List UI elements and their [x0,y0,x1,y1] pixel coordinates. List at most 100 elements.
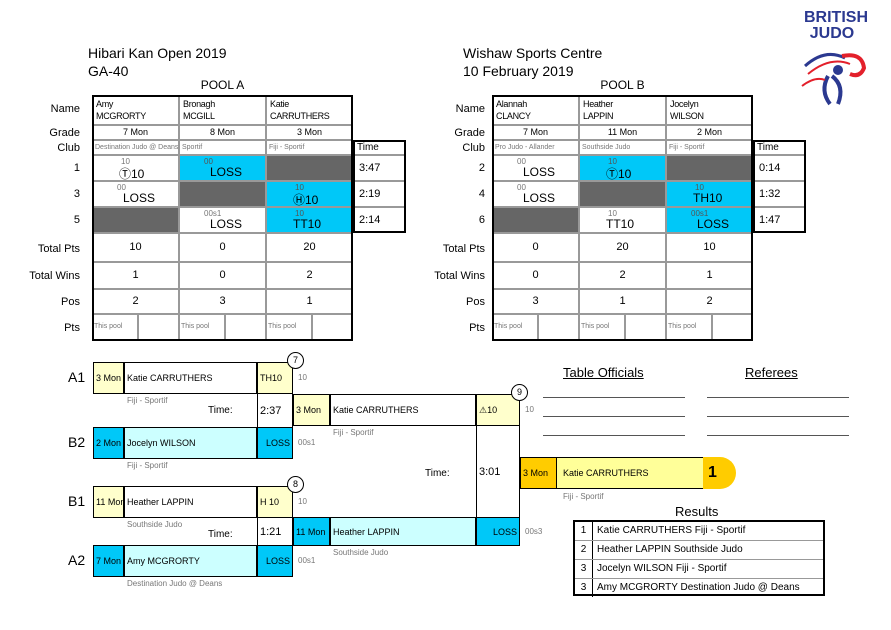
this-pool-pts-label: This pool [179,314,225,341]
entry-score: LOSS [257,545,293,577]
bout-result: LOSS [123,191,156,205]
bout-score-cell[interactable]: 00s1 LOSS [666,207,753,233]
bout-number: 4 [478,188,485,200]
bout-score-small: 10 [295,209,304,218]
bout-score-small: 00 [204,157,213,166]
bout-score-cell[interactable]: 10 TT10 [266,207,353,233]
row-label-total_wins: Total Wins [434,270,485,282]
referees-heading: Referees [745,365,798,380]
player-pos: 1 [579,289,666,314]
player-total-pts: 0 [179,233,266,262]
bout-score-cell[interactable]: 10 TH10 [666,181,753,207]
british-judo-logo: BRITISH JUDO [800,10,880,110]
entry-grade: 11 Mon [293,517,330,546]
bout-score-cell[interactable] [179,181,266,207]
table-official-line-1[interactable] [543,397,685,398]
entry-name[interactable]: Jocelyn WILSON [124,427,257,459]
entry-club: Southside Judo [127,520,183,529]
table-official-line-2[interactable] [543,416,685,417]
entry-grade: 7 Mon [93,545,124,577]
entry-side-score: 00s1 [298,556,316,565]
pool-title: POOL A [200,78,245,92]
bout-result: TH10 [693,191,723,205]
bout-score-cell[interactable] [492,207,579,233]
results-row: 1 Katie CARRUTHERS Fiji - Sportif [575,522,823,541]
player-club: Pro Judo - Allander [492,140,579,155]
player-last-name: MCGILL [183,111,215,121]
bout-number: 1 [73,162,80,174]
referee-line-2[interactable] [707,416,849,417]
match-time: 2:37 [257,394,293,427]
entry-name[interactable]: Amy MCGRORTY [124,545,257,577]
category: GA-40 [88,63,129,79]
entry-side-score: 00s1 [298,438,316,447]
result-place: 3 [575,560,593,578]
bout-score-cell[interactable]: 10 Ⓣ10 [579,155,666,181]
player-name-cell: Katie CARRUTHERS [266,95,353,125]
match-number-badge: 9 [511,384,528,401]
player-pos: 3 [492,289,579,314]
table-official-line-3[interactable] [543,435,685,436]
winner-name: Katie CARRUTHERS [556,457,704,489]
time-label: Time: [208,405,233,416]
entry-name[interactable]: Heather LAPPIN [330,517,476,546]
bout-score-cell[interactable] [266,155,353,181]
pool-pts-input[interactable] [625,314,666,341]
entry-name[interactable]: Heather LAPPIN [124,486,257,518]
pool-pts-input[interactable] [138,314,179,341]
result-place: 3 [575,579,593,597]
event-title: Hibari Kan Open 2019 [88,45,227,61]
row-label-club: Club [462,142,485,154]
player-pos: 2 [92,289,179,314]
pool-pts-input[interactable] [225,314,266,341]
bout-score-cell[interactable] [666,155,753,181]
referee-line-1[interactable] [707,397,849,398]
match-number-badge: 7 [287,352,304,369]
player-total-wins: 0 [179,262,266,289]
result-text: Amy MCGRORTY Destination Judo @ Deans [597,582,800,593]
match-time: 1:21 [257,518,293,545]
player-first-name: Amy [96,99,114,109]
player-total-wins: 0 [492,262,579,289]
seed-label: B1 [68,493,86,509]
results-row: 3 Jocelyn WILSON Fiji - Sportif [575,560,823,579]
bout-result: TT10 [293,217,322,231]
pool-pts-input[interactable] [538,314,579,341]
time-label: Time: [208,529,233,540]
pool-pts-input[interactable] [712,314,753,341]
bout-score-cell[interactable]: 00 LOSS [179,155,266,181]
row-label-club: Club [57,142,80,154]
bout-time: 1:32 [753,181,806,207]
bout-score-cell[interactable]: 10 Ⓗ10 [266,181,353,207]
bout-result: LOSS [210,217,243,231]
pool-pts-input[interactable] [312,314,353,341]
bout-number: 6 [478,214,485,226]
player-last-name: LAPPIN [583,111,614,121]
bout-score-cell[interactable]: 10 Ⓣ10 [92,155,179,181]
bout-score-cell[interactable]: 00 LOSS [492,181,579,207]
bout-score-cell[interactable]: 00 LOSS [92,181,179,207]
player-grade: 8 Mon [179,125,266,140]
referee-line-3[interactable] [707,435,849,436]
bout-score-small: 00s1 [691,209,709,218]
entry-name[interactable]: Katie CARRUTHERS [124,362,257,394]
results-row: 3 Amy MCGRORTY Destination Judo @ Deans [575,579,823,597]
entry-grade: 11 Mon [93,486,124,518]
bout-score-small: 00 [517,157,526,166]
seed-label: A1 [68,369,86,385]
player-total-wins: 1 [92,262,179,289]
bout-score-cell[interactable]: 00 LOSS [492,155,579,181]
bout-score-cell[interactable] [92,207,179,233]
bout-score-cell[interactable]: 00s1 LOSS [179,207,266,233]
bout-score-cell[interactable]: 10 TT10 [579,207,666,233]
entry-name[interactable]: Katie CARRUTHERS [330,394,476,426]
entry-club: Destination Judo @ Deans [127,579,223,588]
entry-score: TH10 [257,362,293,394]
bout-time: 1:47 [753,207,806,233]
bout-time: 2:19 [353,181,406,207]
bout-score-cell[interactable] [579,181,666,207]
winner-place-badge: 1 [703,457,736,489]
row-label-grade: Grade [49,127,80,139]
player-total-pts: 0 [492,233,579,262]
